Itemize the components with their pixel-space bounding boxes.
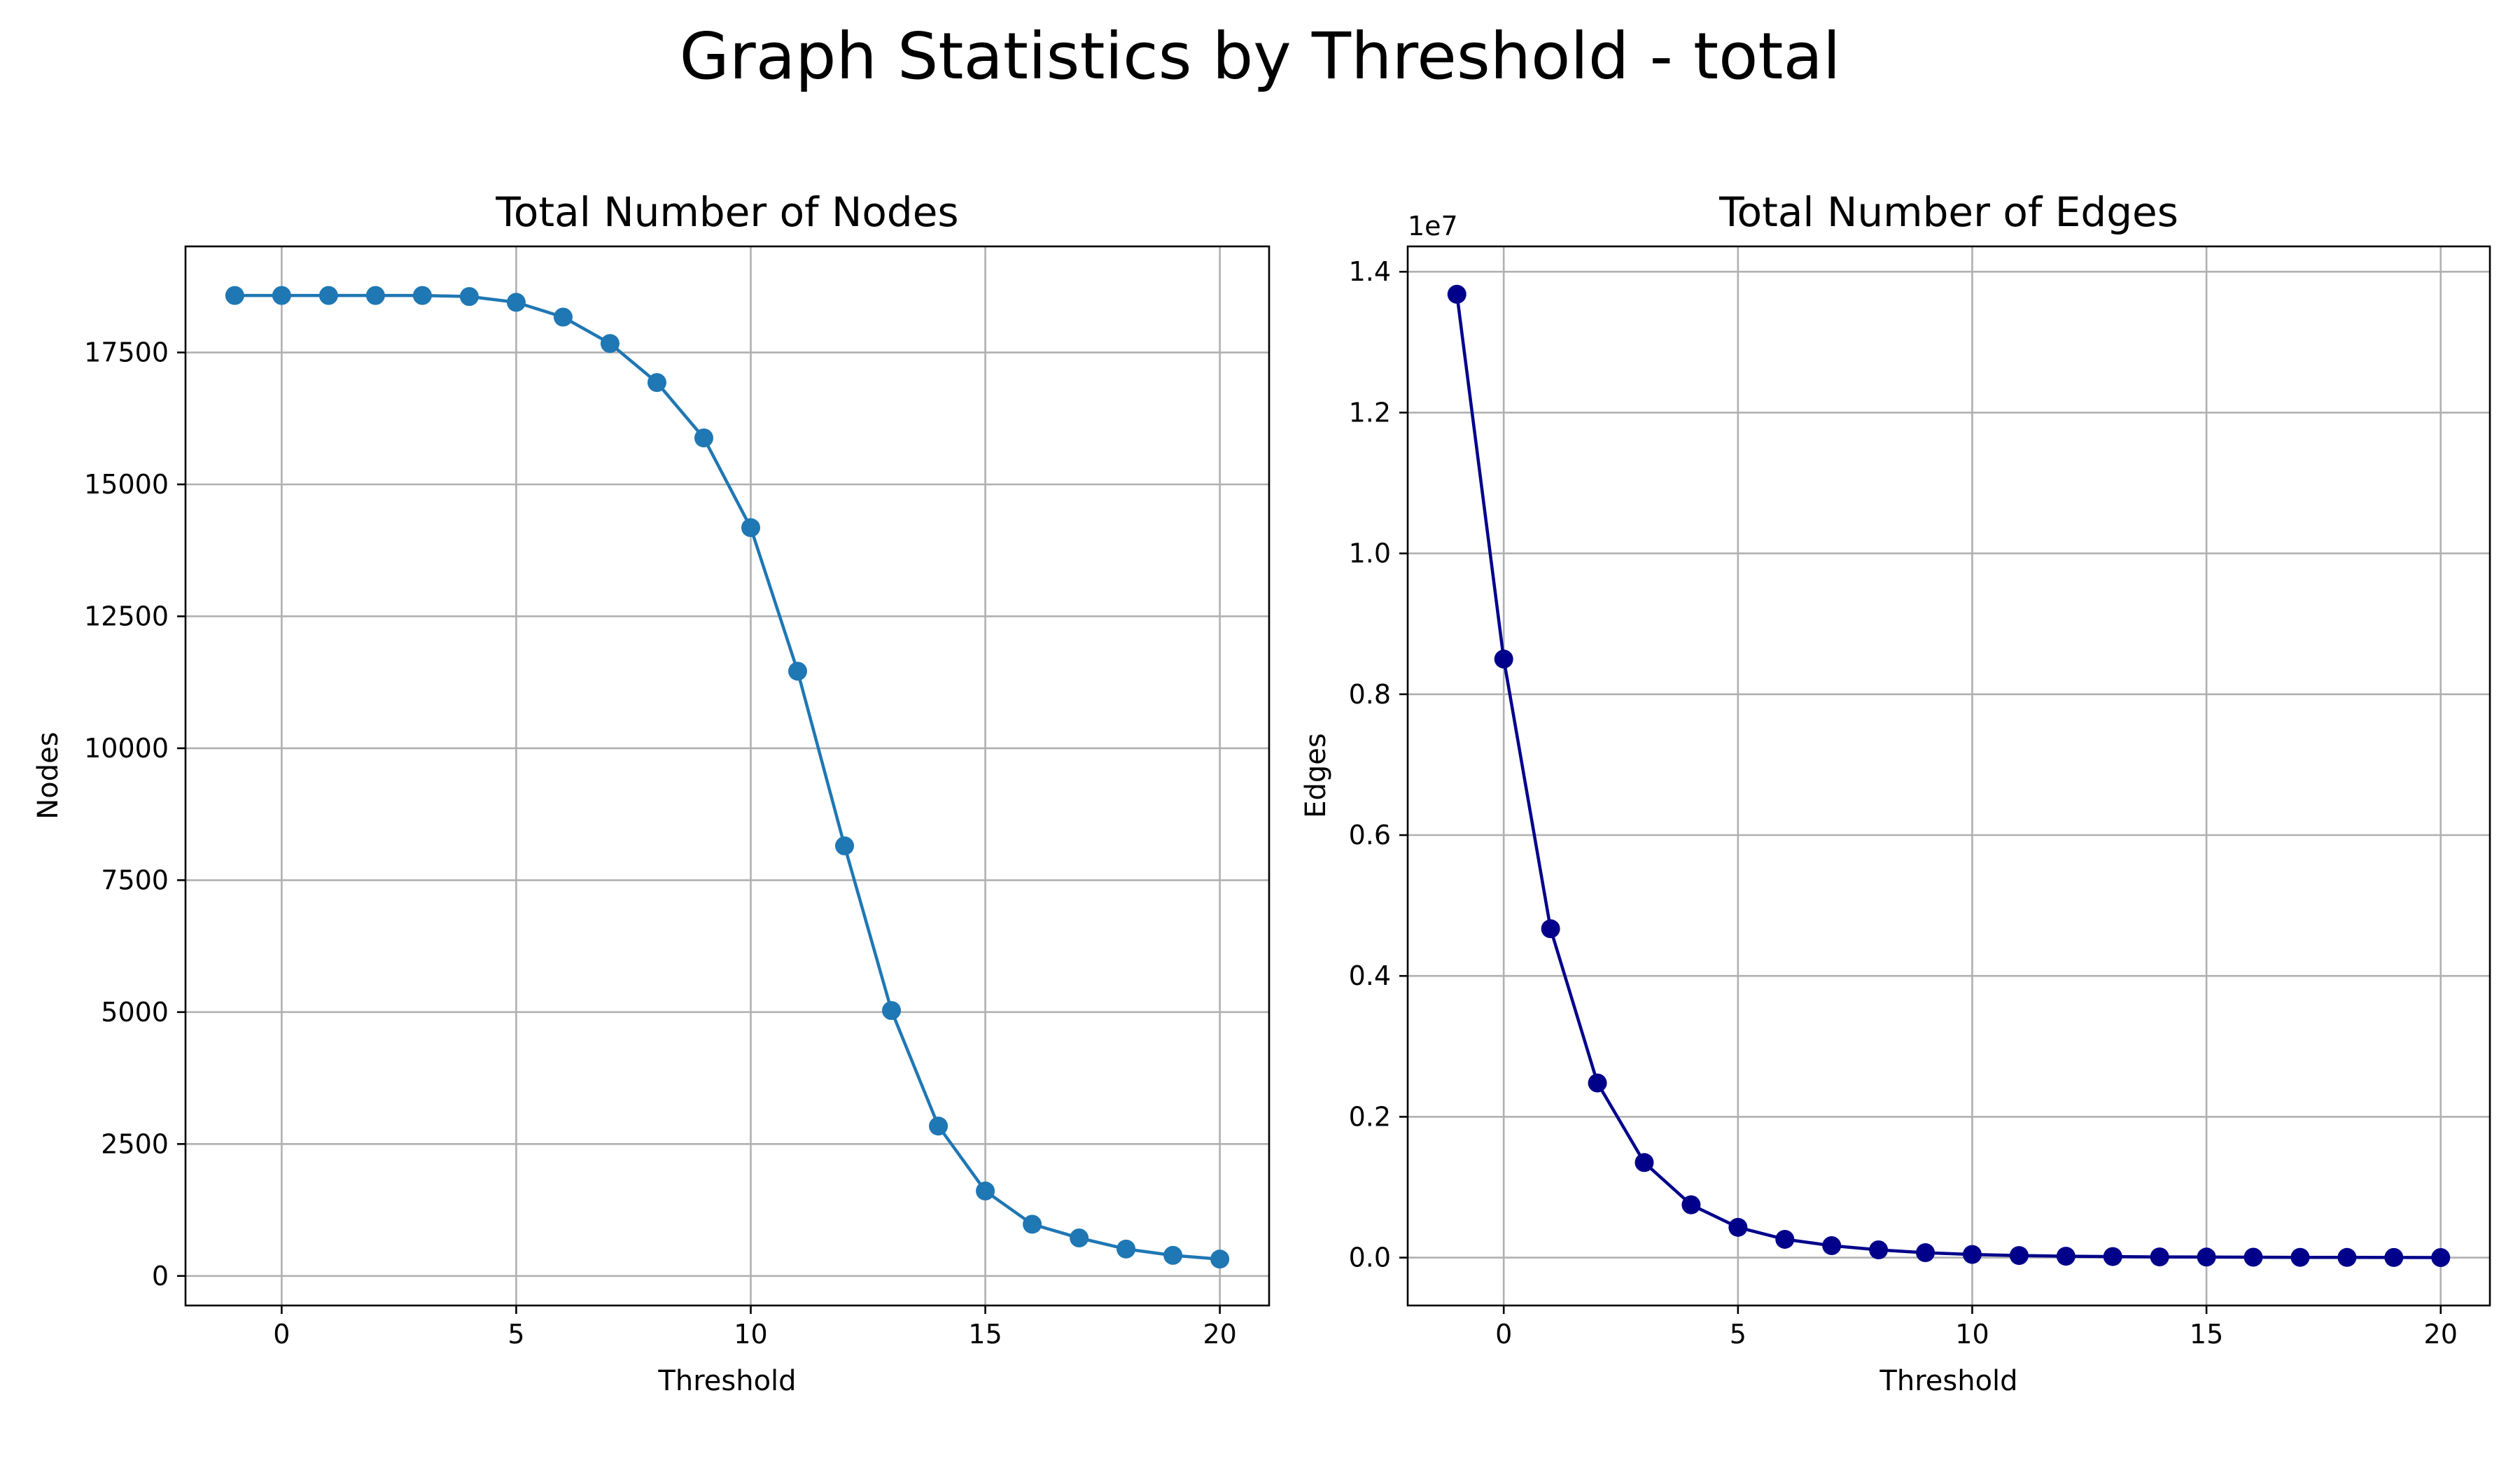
edges-data-point (2337, 1247, 2357, 1267)
nodes-data-point (459, 287, 479, 307)
nodes-data-point (788, 662, 808, 681)
edges-data-point (1916, 1243, 1935, 1263)
nodes-x-tick-label: 20 (1203, 1319, 1236, 1350)
nodes-data-point (1023, 1214, 1042, 1234)
edges-data-point (2009, 1246, 2029, 1266)
nodes-data-point (882, 1001, 902, 1021)
nodes-data-point (225, 286, 244, 305)
edges-data-point (1634, 1153, 1654, 1172)
edges-data-point (1681, 1195, 1701, 1214)
edges-series-line (1455, 293, 2442, 1259)
edges-data-point (2197, 1247, 2216, 1267)
nodes-data-point (1210, 1250, 1230, 1269)
nodes-data-point (412, 286, 432, 305)
nodes-data-point (741, 518, 761, 538)
nodes-data-point (1163, 1245, 1183, 1265)
edges-x-tick-label: 5 (1730, 1319, 1746, 1350)
edges-y-tick-label: 1.4 (1349, 256, 1391, 287)
nodes-data-point (976, 1181, 995, 1200)
edges-data-point (1541, 919, 1560, 939)
nodes-data-point (600, 334, 620, 354)
edges-y-tick-label: 0.6 (1349, 820, 1391, 850)
edges-data-point (1822, 1236, 1842, 1255)
nodes-x-tick-label: 5 (507, 1319, 524, 1350)
edges-data-point (1447, 284, 1466, 304)
nodes-series (225, 286, 1230, 1269)
nodes-data-point (1070, 1228, 1089, 1248)
nodes-data-point (506, 293, 526, 312)
edges-y-tick-label: 1.0 (1349, 538, 1391, 569)
edges-y-tick-label: 1.2 (1349, 397, 1391, 428)
nodes-y-tick-label: 10000 (84, 733, 169, 764)
nodes-data-point (835, 836, 855, 855)
nodes-y-axis-label: Nodes (32, 732, 64, 819)
nodes-y-tick-label: 15000 (84, 469, 169, 500)
nodes-data-point (647, 372, 666, 392)
edges-data-point (1728, 1217, 1748, 1237)
nodes-chart-title: Total Number of Nodes (495, 188, 958, 236)
nodes-y-tick-label: 2500 (101, 1128, 169, 1159)
edges-x-tick-label: 10 (1955, 1319, 1989, 1350)
edges-x-tick-label: 0 (1495, 1319, 1512, 1350)
edges-data-point (2384, 1247, 2404, 1267)
edges-y-tick-label: 0.8 (1349, 679, 1391, 710)
nodes-y-tick-label: 12500 (84, 601, 169, 631)
edges-data-point (1588, 1073, 1607, 1093)
edges-y-offset-label: 1e7 (1408, 211, 1458, 241)
nodes-data-point (694, 428, 713, 448)
edges-data-point (2056, 1247, 2076, 1266)
edges-data-point (1775, 1229, 1795, 1249)
nodes-x-tick-label: 15 (968, 1319, 1002, 1350)
edges-data-point (1494, 650, 1513, 669)
edges-data-point (2103, 1247, 2122, 1266)
edges-y-axis-label: Edges (1300, 733, 1332, 818)
edges-ticks: 0 5 10 15 20 0.0 0.2 0.4 0.6 0.8 1.0 1.2 1.4 (1349, 256, 2458, 1350)
edges-plot-frame (1406, 245, 2491, 1307)
edges-chart: 0 5 10 15 20 0.0 0.2 0.4 0.6 0.8 1.0 1.2 1.4 Total N… (1300, 188, 2491, 1397)
nodes-ticks: 0 5 10 15 20 0 2500 5000 7500 10000 12500 15000 1750… (84, 337, 1237, 1350)
edges-data-point (1962, 1245, 1982, 1264)
edges-gridlines (1408, 246, 2490, 1306)
edges-y-tick-label: 0.2 (1349, 1101, 1391, 1132)
nodes-data-point (318, 286, 338, 305)
edges-data-point (2290, 1247, 2310, 1267)
edges-data-point (2431, 1247, 2451, 1267)
nodes-y-tick-label: 7500 (101, 864, 169, 895)
nodes-series-line (233, 293, 1222, 1261)
edges-data-point (1869, 1240, 1889, 1260)
nodes-y-tick-label: 5000 (101, 997, 169, 1028)
edges-chart-title: Total Number of Edges (1718, 188, 2178, 236)
nodes-data-point (272, 286, 291, 305)
edges-y-tick-label: 0.0 (1349, 1242, 1391, 1273)
nodes-y-tick-label: 17500 (84, 337, 169, 368)
nodes-chart: 0 5 10 15 20 0 2500 5000 7500 10000 12500 15000 1750… (32, 188, 1270, 1397)
nodes-y-tick-label: 0 (152, 1261, 169, 1292)
edges-x-tick-label: 20 (2424, 1319, 2458, 1350)
figure-title: Graph Statistics by Threshold - total (680, 19, 1841, 94)
edges-data-point (2150, 1247, 2169, 1267)
edges-series (1447, 284, 2451, 1267)
nodes-data-point (553, 307, 573, 327)
nodes-gridlines (186, 246, 1269, 1306)
edges-y-tick-label: 0.4 (1349, 960, 1391, 991)
nodes-data-point (929, 1116, 948, 1136)
nodes-x-tick-label: 0 (273, 1319, 290, 1350)
edges-x-tick-label: 15 (2190, 1319, 2223, 1350)
nodes-data-point (1116, 1239, 1136, 1259)
nodes-x-tick-label: 10 (734, 1319, 767, 1350)
nodes-data-point (365, 286, 385, 305)
nodes-x-axis-label: Threshold (657, 1365, 796, 1397)
edges-data-point (2244, 1247, 2263, 1267)
edges-x-axis-label: Threshold (1879, 1365, 2017, 1397)
nodes-plot-frame (184, 245, 1270, 1307)
